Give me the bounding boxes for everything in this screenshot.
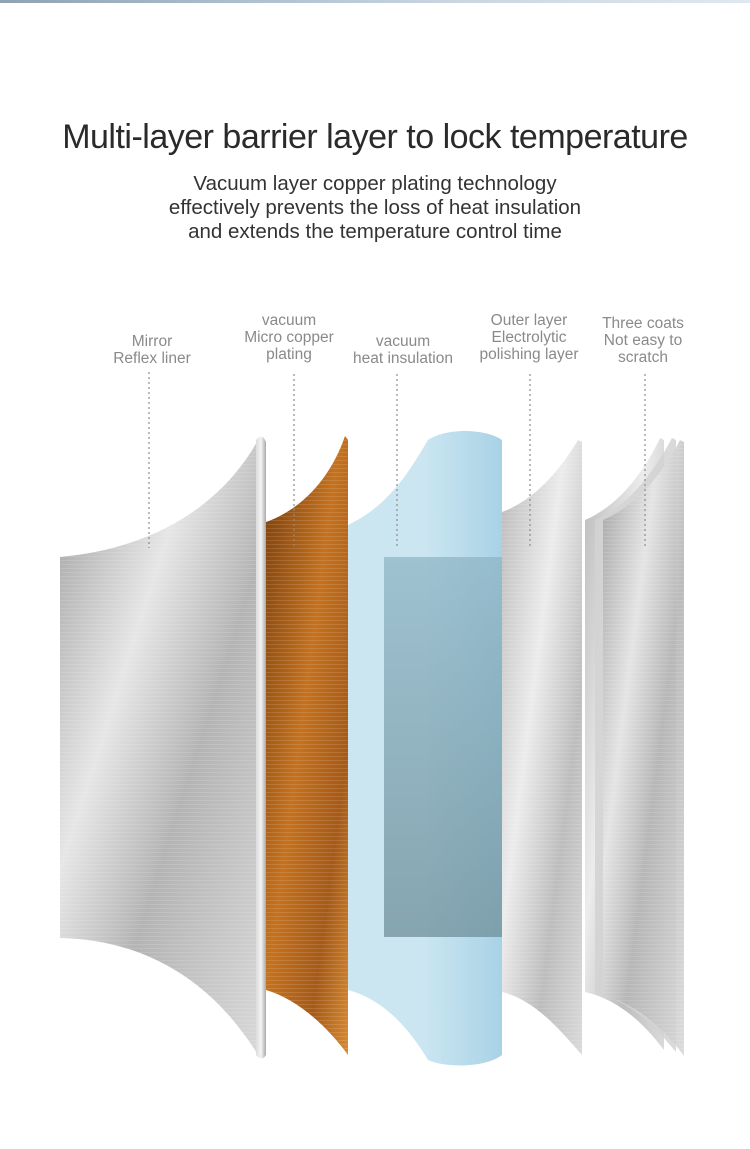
label-copper-line-2: Micro copper	[244, 329, 334, 346]
label-three-coats: Three coats Not easy to scratch	[585, 315, 701, 366]
label-mirror-line-1: Mirror	[131, 333, 173, 350]
mirror-liner-layer	[60, 436, 266, 1059]
label-copper-line-1: vacuum	[261, 312, 317, 329]
label-vacuum-insulation: vacuum heat insulation	[342, 333, 464, 367]
subtitle-line-3: and extends the temperature control time	[188, 220, 562, 243]
label-outer-line-1: Outer layer	[490, 312, 568, 329]
label-vacuum-line-2: heat insulation	[353, 350, 453, 367]
label-mirror-line-2: Reflex liner	[113, 350, 191, 367]
vacuum-insulation-layer	[348, 431, 502, 1066]
label-outer-line-2: Electrolytic	[491, 329, 567, 346]
label-mirror-liner: Mirror Reflex liner	[92, 333, 212, 367]
copper-plating-layer	[266, 436, 348, 1055]
label-vacuum-line-1: vacuum	[375, 333, 431, 350]
outer-polishing-layer	[502, 440, 582, 1055]
label-copper-plating: vacuum Micro copper plating	[229, 312, 349, 363]
label-outer-layer: Outer layer Electrolytic polishing layer	[469, 312, 589, 363]
subtitle-line-1: Vacuum layer copper plating technology	[193, 172, 557, 195]
top-accent-bar	[0, 0, 750, 3]
page-title: Multi-layer barrier layer to lock temper…	[62, 118, 688, 156]
subtitle-line-2: effectively prevents the loss of heat in…	[168, 196, 582, 219]
label-coats-line-2: Not easy to	[603, 332, 683, 349]
label-coats-line-1: Three coats	[602, 315, 684, 332]
label-outer-line-3: polishing layer	[479, 346, 579, 363]
label-copper-line-3: plating	[266, 346, 312, 363]
subtitle: Vacuum layer copper plating technology e…	[0, 172, 750, 244]
three-coats-layer	[585, 438, 684, 1056]
label-coats-line-3: scratch	[618, 349, 668, 366]
